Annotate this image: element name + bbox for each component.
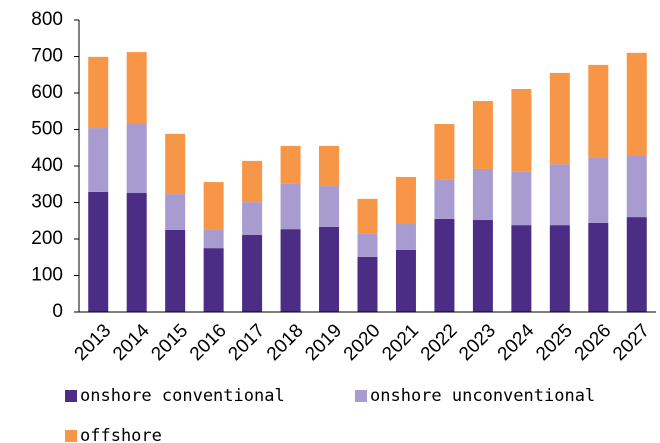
bar-segment	[280, 145, 301, 184]
bar-segment	[357, 256, 378, 312]
bar-segment	[357, 198, 378, 234]
bar-segment	[126, 124, 147, 194]
legend-label: offshore	[80, 426, 162, 443]
bar-segment	[88, 56, 109, 129]
bar-segment	[434, 218, 455, 312]
bar-segment	[242, 160, 263, 203]
y-tick-label: 300	[31, 192, 63, 213]
y-tick-label: 0	[52, 301, 63, 322]
bar-segment	[626, 155, 647, 218]
bar-segment	[242, 202, 263, 235]
y-tick-label: 600	[31, 82, 63, 103]
bar-segment	[472, 168, 493, 221]
x-tick-label: 2026	[571, 320, 616, 365]
bar-segment	[472, 220, 493, 312]
bar-segment	[242, 234, 263, 312]
bar-segment	[511, 171, 532, 226]
x-tick-label: 2022	[417, 320, 462, 365]
x-tick-label: 2019	[301, 320, 346, 365]
x-tick-label: 2013	[71, 320, 116, 365]
x-tick-label: 2025	[532, 320, 577, 365]
bar-segment	[126, 193, 147, 312]
bar-segment	[357, 233, 378, 257]
bar-segment	[395, 176, 416, 225]
x-tick-label: 2014	[109, 320, 154, 365]
bar-segment	[165, 194, 186, 230]
x-tick-label: 2024	[494, 320, 539, 365]
x-tick-label: 2015	[148, 320, 193, 365]
bar-segment	[395, 224, 416, 250]
legend-label: onshore conventional	[80, 386, 285, 406]
bar-segment	[588, 222, 609, 312]
x-tick-label: 2016	[186, 320, 231, 365]
bar-segment	[549, 164, 570, 226]
bar-segment	[511, 225, 532, 312]
bar-segment	[203, 182, 224, 230]
y-tick-label: 800	[31, 9, 63, 30]
bar-segment	[626, 52, 647, 156]
bar-segment	[280, 183, 301, 230]
bar-segment	[165, 229, 186, 312]
x-tick-label: 2018	[263, 320, 308, 365]
bar-segment	[588, 157, 609, 223]
x-tick-label: 2020	[340, 320, 385, 365]
bar-segment	[88, 191, 109, 312]
bar-segment	[511, 88, 532, 172]
legend-label: onshore unconventional	[370, 386, 595, 406]
legend-swatch	[65, 430, 77, 442]
bar-segment	[395, 249, 416, 312]
bar-segment	[319, 226, 340, 312]
y-tick-label: 700	[31, 46, 63, 67]
bar-segment	[434, 124, 455, 180]
bar-segment	[319, 186, 340, 227]
y-tick-label: 200	[31, 228, 63, 249]
y-tick-label: 500	[31, 119, 63, 140]
bar-segment	[88, 128, 109, 192]
y-tick-label: 100	[31, 265, 63, 286]
x-tick-label: 2027	[609, 320, 654, 365]
bar-segment	[549, 72, 570, 165]
bar-segment	[280, 229, 301, 312]
legend-swatch	[355, 390, 367, 402]
bar-segment	[165, 133, 186, 195]
bar-segment	[588, 64, 609, 158]
x-tick-label: 2021	[378, 320, 423, 365]
bar-segment	[472, 101, 493, 169]
bar-segment	[549, 225, 570, 312]
x-tick-label: 2017	[224, 320, 269, 365]
legend-swatch	[65, 390, 77, 402]
bar-segment	[126, 52, 147, 125]
bar-segment	[434, 179, 455, 219]
bar-segment	[203, 229, 224, 249]
bar-segment	[626, 217, 647, 312]
x-tick-label: 2023	[455, 320, 500, 365]
bar-segment	[203, 248, 224, 312]
y-tick-label: 400	[31, 155, 63, 176]
bar-segment	[319, 145, 340, 187]
